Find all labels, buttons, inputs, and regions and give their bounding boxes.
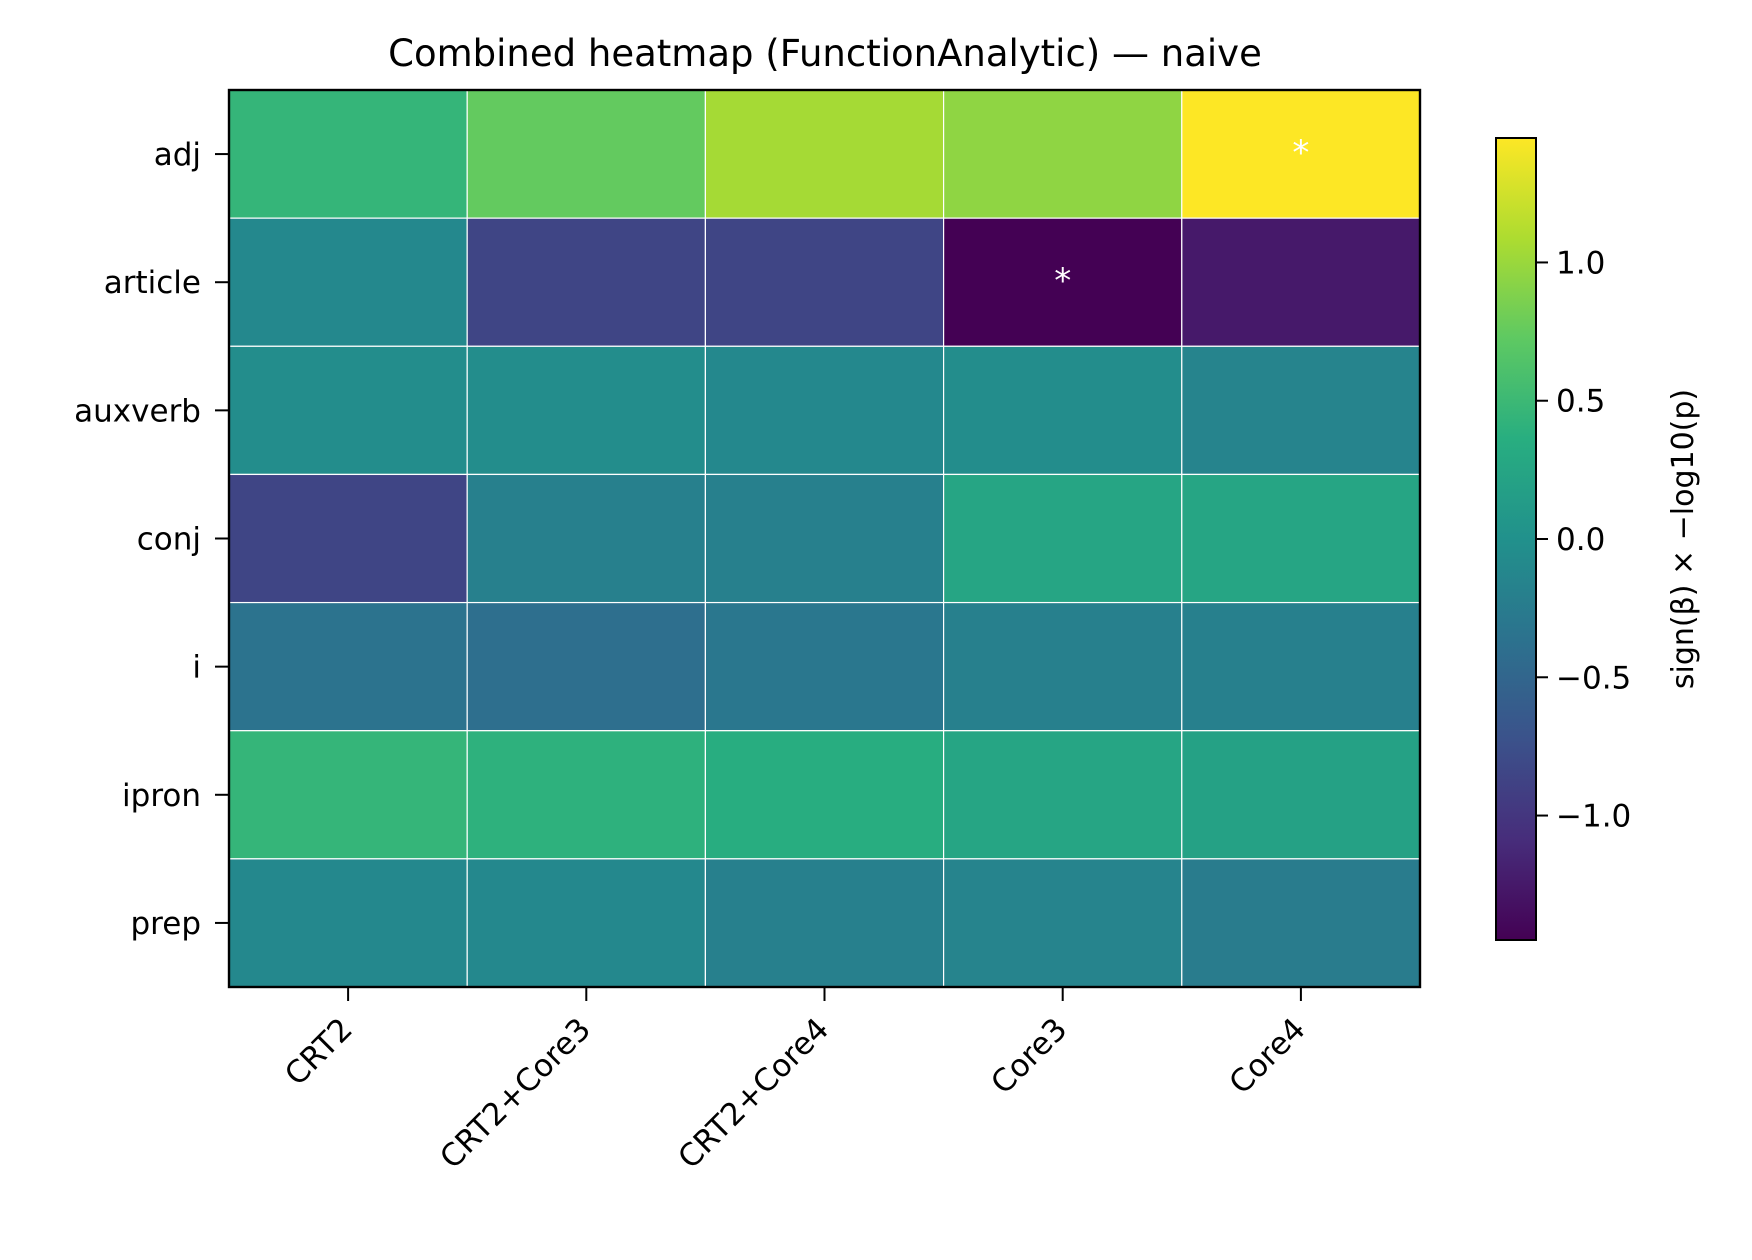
- heatmap-cell-auxverb-CRT2: [228, 345, 468, 476]
- colorbar-tick-label: 0.0: [1556, 522, 1605, 558]
- heatmap-cell-article-CRT2: [228, 217, 468, 347]
- heatmap-cell-conj-Core4: [1181, 473, 1421, 604]
- heatmap-cell-i-CRT2+Core3: [466, 601, 707, 732]
- heatmap-cell-ipron-CRT2+Core3: [466, 730, 707, 860]
- heatmap-cell-adj-CRT2: [228, 89, 468, 219]
- x-tick-label: CRT2+Core3: [433, 1011, 598, 1176]
- heatmap-cell-ipron-Core3: [942, 730, 1183, 860]
- heatmap-cell-i-CRT2+Core4: [704, 601, 945, 732]
- heatmap-cell-ipron-CRT2+Core4: [704, 730, 945, 860]
- y-tick-label: i: [192, 650, 201, 686]
- heatmap-cell-i-Core3: [942, 601, 1183, 732]
- significance-star: *: [1292, 133, 1309, 173]
- y-tick-label: article: [104, 265, 201, 301]
- heatmap-cell-i-CRT2: [228, 601, 468, 732]
- y-tick-label: ipron: [122, 778, 201, 814]
- heatmap-cell-prep-CRT2: [228, 858, 468, 988]
- heatmap-cell-prep-Core3: [942, 858, 1183, 988]
- heatmap-cell-prep-Core4: [1181, 858, 1421, 988]
- significance-star: *: [1054, 261, 1071, 301]
- y-tick-label: adj: [154, 137, 201, 173]
- heatmap-cell-auxverb-Core3: [942, 345, 1183, 476]
- colorbar-axis: 1.0 0.5 0.0 −0.5 −1.0: [1536, 245, 1631, 835]
- heatmap-cell-adj-CRT2+Core3: [466, 89, 707, 219]
- heatmap-cell-article-Core4: [1181, 217, 1421, 347]
- heatmap-cells: [228, 89, 1421, 988]
- y-axis: adj article auxverb conj i ipron prep: [74, 137, 229, 942]
- heatmap-cell-adj-Core3: [942, 89, 1183, 219]
- colorbar-tick-label: 1.0: [1556, 245, 1605, 281]
- colorbar-tick-label: 0.5: [1556, 384, 1605, 420]
- heatmap-cell-article-CRT2+Core3: [466, 217, 707, 347]
- significance-markers: **: [1054, 133, 1309, 301]
- heatmap-cell-ipron-CRT2: [228, 730, 468, 860]
- x-tick-label: Core3: [984, 1011, 1074, 1101]
- heatmap-cell-i-Core4: [1181, 601, 1421, 732]
- colorbar-tick-label: −0.5: [1556, 660, 1631, 696]
- heatmap-cell-conj-Core3: [942, 473, 1183, 604]
- x-axis: CRT2 CRT2+Core3 CRT2+Core4 Core3 Core4: [278, 987, 1313, 1176]
- heatmap-cell-auxverb-CRT2+Core3: [466, 345, 707, 476]
- heatmap-cell-article-CRT2+Core4: [704, 217, 945, 347]
- heatmap-cell-conj-CRT2+Core4: [704, 473, 945, 604]
- colorbar-tick-label: −1.0: [1556, 799, 1631, 835]
- heatmap-cell-prep-CRT2+Core3: [466, 858, 707, 988]
- y-tick-label: prep: [131, 906, 202, 942]
- heatmap-cell-auxverb-Core4: [1181, 345, 1421, 476]
- heatmap-cell-ipron-Core4: [1181, 730, 1421, 860]
- heatmap-cell-auxverb-CRT2+Core4: [704, 345, 945, 476]
- heatmap-cell-conj-CRT2: [228, 473, 468, 604]
- x-tick-label: Core4: [1222, 1011, 1312, 1101]
- chart-title: Combined heatmap (FunctionAnalytic) — na…: [388, 32, 1262, 75]
- x-tick-label: CRT2+Core4: [671, 1011, 836, 1176]
- heatmap-cell-prep-CRT2+Core4: [704, 858, 945, 988]
- colorbar: [1495, 137, 1537, 941]
- colorbar-label: sign(β) × −log10(p): [1666, 389, 1701, 689]
- heatmap-cell-article-Core3: [942, 217, 1183, 347]
- heatmap-cell-conj-CRT2+Core3: [466, 473, 707, 604]
- heatmap-cell-adj-Core4: [1181, 89, 1421, 219]
- heatmap-cell-adj-CRT2+Core4: [704, 89, 945, 219]
- y-tick-label: auxverb: [74, 393, 201, 429]
- x-tick-label: CRT2: [278, 1011, 360, 1093]
- y-tick-label: conj: [137, 522, 201, 558]
